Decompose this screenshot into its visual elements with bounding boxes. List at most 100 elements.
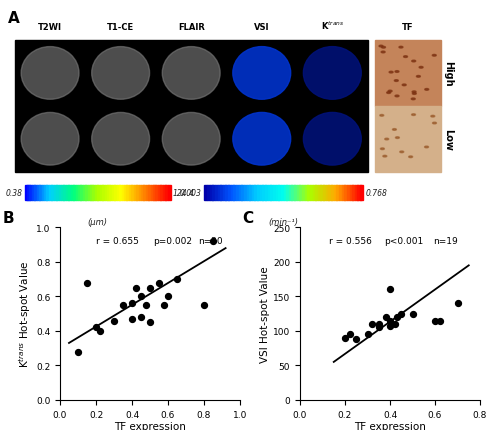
Bar <box>260 185 263 200</box>
Bar <box>98 185 100 200</box>
Circle shape <box>388 91 392 93</box>
Bar <box>284 185 286 200</box>
Text: TF: TF <box>402 23 414 32</box>
Text: 124.4: 124.4 <box>172 188 195 197</box>
Bar <box>278 185 281 200</box>
Bar <box>336 185 340 200</box>
Point <box>128 316 136 322</box>
Bar <box>134 185 136 200</box>
Point <box>200 302 208 309</box>
Point <box>386 286 394 293</box>
Text: Low: Low <box>444 129 454 150</box>
Bar <box>300 185 302 200</box>
Text: High: High <box>444 61 454 86</box>
Bar <box>292 185 294 200</box>
Y-axis label: VSI Hot-spot Value: VSI Hot-spot Value <box>260 266 270 362</box>
Text: VSI: VSI <box>254 23 270 32</box>
Bar <box>168 185 170 200</box>
Bar <box>318 185 321 200</box>
Bar <box>66 185 68 200</box>
Text: FLAIR: FLAIR <box>178 23 204 32</box>
Bar <box>36 185 40 200</box>
Bar <box>158 185 161 200</box>
Point <box>160 302 168 309</box>
Bar <box>328 185 332 200</box>
Text: A: A <box>8 11 19 26</box>
Bar <box>204 185 208 200</box>
Point <box>132 285 140 292</box>
Bar <box>52 185 54 200</box>
Bar <box>323 185 326 200</box>
Bar <box>138 185 141 200</box>
Bar <box>308 185 310 200</box>
Text: (min⁻¹): (min⁻¹) <box>268 218 298 227</box>
Text: B: B <box>2 211 14 226</box>
Point <box>92 324 100 331</box>
Bar <box>83 185 86 200</box>
Bar <box>281 185 284 200</box>
Text: n=20: n=20 <box>198 237 223 246</box>
Bar <box>136 185 139 200</box>
Point <box>352 336 360 343</box>
Bar <box>27 185 30 200</box>
Circle shape <box>432 123 436 125</box>
Circle shape <box>386 92 390 94</box>
Bar <box>129 185 132 200</box>
Bar <box>207 185 210 200</box>
Bar <box>334 185 337 200</box>
Point <box>142 302 150 309</box>
Point <box>346 331 354 338</box>
Ellipse shape <box>304 47 361 100</box>
Bar <box>236 185 239 200</box>
Bar <box>344 185 348 200</box>
Point <box>393 314 401 321</box>
Point <box>375 324 383 331</box>
Point <box>137 293 145 300</box>
Circle shape <box>395 71 399 73</box>
Bar <box>210 185 212 200</box>
Point <box>375 321 383 328</box>
Bar <box>234 185 236 200</box>
Circle shape <box>380 148 384 150</box>
Circle shape <box>380 115 384 117</box>
Text: r = 0.556: r = 0.556 <box>329 237 372 246</box>
Bar <box>347 185 350 200</box>
Bar <box>326 185 329 200</box>
Bar <box>88 185 90 200</box>
Bar <box>104 185 108 200</box>
Point <box>408 310 416 317</box>
Bar <box>375 107 441 172</box>
Ellipse shape <box>233 113 290 166</box>
Bar <box>112 185 115 200</box>
Point <box>146 285 154 292</box>
Circle shape <box>432 55 436 57</box>
Bar <box>90 185 93 200</box>
Point <box>341 335 349 341</box>
Text: 0.38: 0.38 <box>5 188 22 197</box>
Bar <box>254 185 258 200</box>
Circle shape <box>383 156 387 158</box>
Bar <box>116 185 119 200</box>
X-axis label: TF expression: TF expression <box>354 421 426 430</box>
Point <box>173 276 181 283</box>
Bar <box>100 185 102 200</box>
Bar <box>163 185 166 200</box>
Bar <box>215 185 218 200</box>
Bar <box>273 185 276 200</box>
Text: K$^{trans}$: K$^{trans}$ <box>320 20 344 32</box>
Bar <box>165 185 168 200</box>
Bar <box>228 185 231 200</box>
Point <box>119 302 127 309</box>
Circle shape <box>402 85 406 86</box>
Text: n=19: n=19 <box>433 237 458 246</box>
Bar <box>244 185 247 200</box>
Circle shape <box>400 152 404 154</box>
Bar <box>68 185 71 200</box>
Bar <box>242 185 244 200</box>
Bar <box>302 185 305 200</box>
Bar <box>122 185 124 200</box>
Bar <box>342 185 344 200</box>
Ellipse shape <box>304 113 361 166</box>
Text: r = 0.655: r = 0.655 <box>96 237 139 246</box>
Bar <box>360 185 363 200</box>
